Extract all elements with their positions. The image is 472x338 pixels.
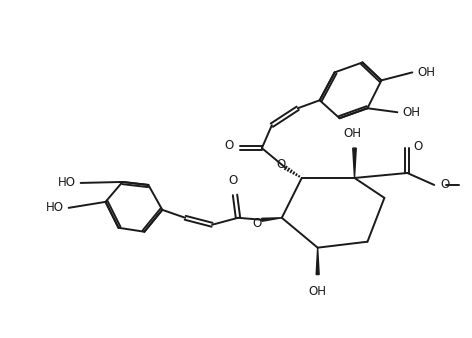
Text: O: O [440,178,449,191]
Text: OH: OH [402,106,420,119]
Text: O: O [228,174,237,187]
Text: O: O [225,139,234,152]
Text: HO: HO [58,176,76,189]
Text: OH: OH [344,127,362,140]
Text: OH: OH [417,66,435,79]
Polygon shape [353,148,356,178]
Text: HO: HO [46,201,64,214]
Polygon shape [262,218,282,221]
Text: OH: OH [309,285,327,297]
Text: O: O [276,158,286,170]
Polygon shape [316,248,319,274]
Text: O: O [413,140,422,152]
Text: O: O [253,217,261,230]
